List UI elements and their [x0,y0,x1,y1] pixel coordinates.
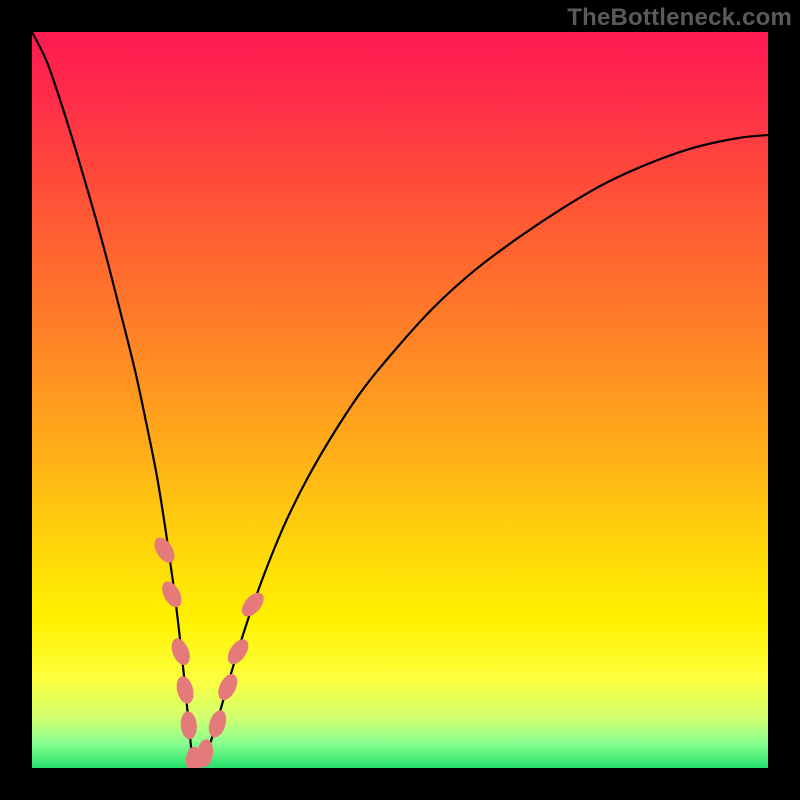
watermark-text: TheBottleneck.com [567,4,792,32]
plot-svg [32,32,768,768]
plot-area [32,32,768,768]
figure-canvas: TheBottleneck.com [0,0,800,800]
